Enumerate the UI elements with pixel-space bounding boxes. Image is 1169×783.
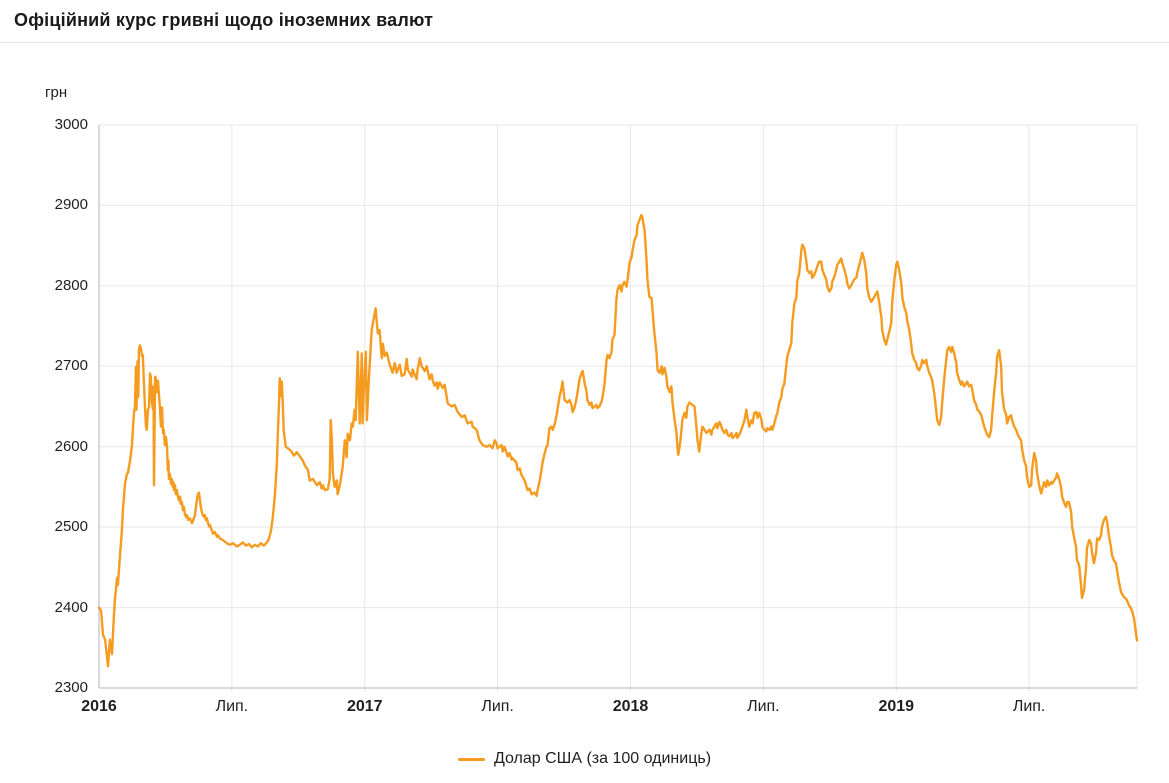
header-divider	[0, 42, 1169, 43]
page-title: Офіційний курс гривні щодо іноземних вал…	[14, 10, 434, 30]
legend-label: Долар США (за 100 одиниць)	[493, 750, 712, 767]
y-tick-label: 3000	[54, 116, 88, 133]
y-tick-label: 2400	[54, 598, 88, 616]
y-tick-label: 2600	[54, 437, 88, 455]
x-tick-label: 2016	[81, 698, 117, 715]
x-tick-label: Лип.	[215, 698, 249, 715]
legend-item-usd[interactable]: Долар США (за 100 одиниць)	[0, 750, 1169, 768]
x-tick-label: Лип.	[747, 698, 780, 715]
y-tick-label: 2800	[54, 276, 88, 294]
x-tick-label: 2019	[878, 698, 915, 715]
x-tick-label: Лип.	[1012, 698, 1046, 715]
series-line-usd[interactable]	[97, 213, 1139, 668]
x-tick-label: 2017	[346, 698, 383, 715]
y-tick-label: 2300	[54, 679, 88, 696]
x-tick-label: 2018	[612, 698, 649, 715]
y-tick-label: 2500	[54, 518, 88, 536]
y-tick-label: 2700	[54, 357, 88, 375]
legend-swatch	[457, 757, 485, 761]
y-axis-unit-label: грн	[45, 84, 68, 101]
x-tick-label: Лип.	[481, 698, 514, 715]
y-tick-label: 2900	[54, 196, 88, 214]
